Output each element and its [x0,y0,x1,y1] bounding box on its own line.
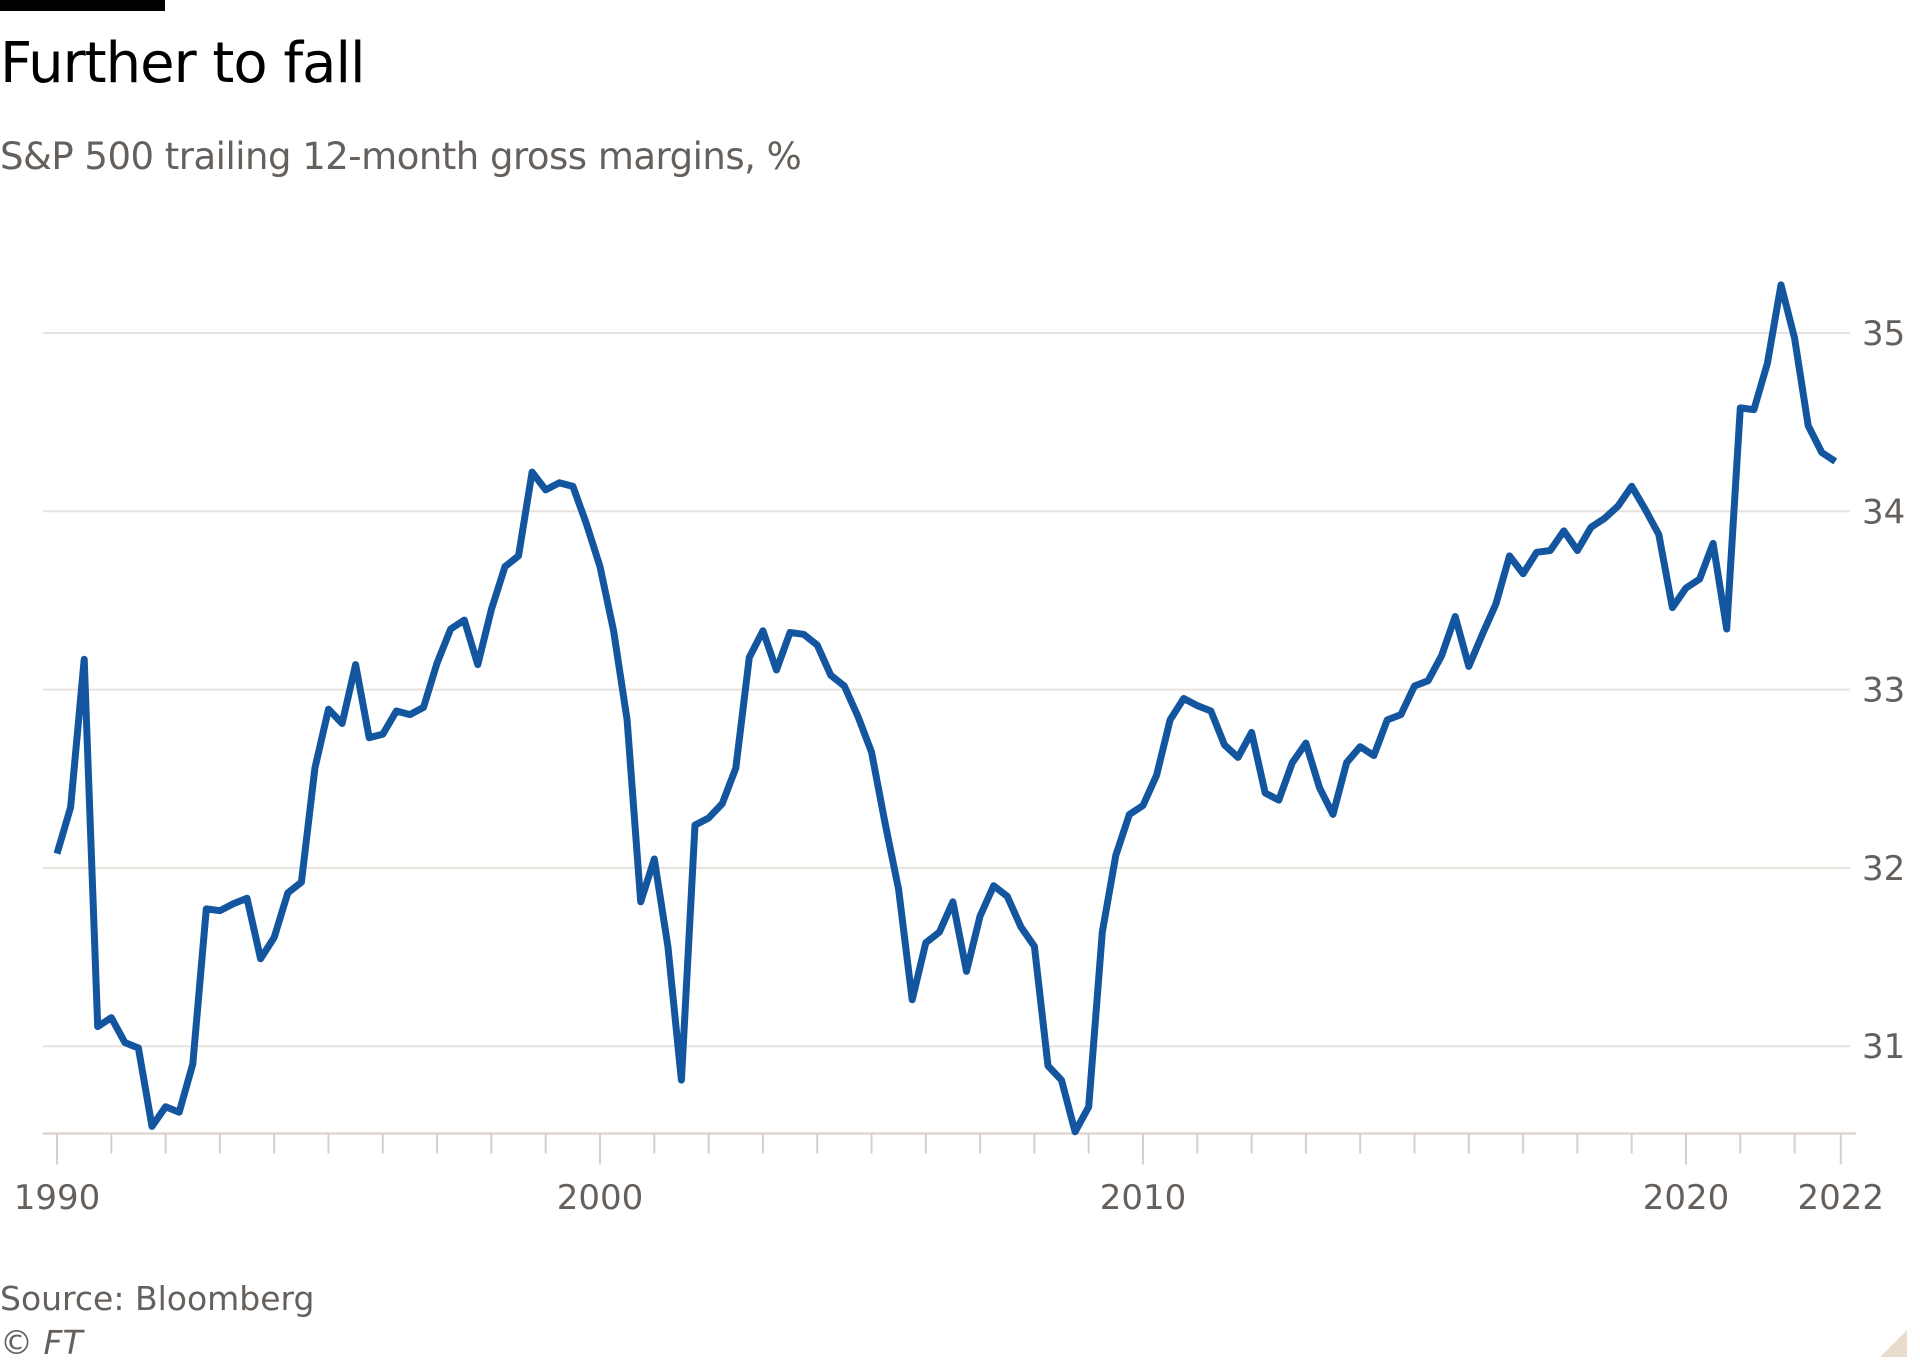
y-axis: 31 32 33 34 35 [1862,314,1905,1067]
x-tick-label: 2020 [1643,1178,1730,1218]
y-tick-label: 33 [1862,671,1905,711]
y-tick-label: 34 [1862,492,1905,532]
corner-fold-icon [1880,1330,1907,1357]
gridlines [43,332,1850,1048]
y-tick-label: 31 [1862,1027,1905,1067]
x-tick-label: 2022 [1797,1178,1884,1218]
series-group [53,281,1838,1136]
series-line-gross-margin [53,281,1838,1136]
source-note: Source: Bloomberg [0,1279,315,1318]
y-tick-label: 35 [1862,314,1905,354]
ft-header-bar [0,0,165,11]
x-axis: 1990 2000 2010 2020 2022 [14,1132,1884,1218]
x-tick-label: 2010 [1100,1178,1187,1218]
x-tick-label: 2000 [557,1178,644,1218]
chart-subtitle: S&P 500 trailing 12-month gross margins,… [0,135,802,178]
y-tick-label: 32 [1862,849,1905,889]
chart-title: Further to fall [0,31,366,96]
copyright-note: © FT [0,1323,83,1362]
x-tick-label: 1990 [14,1178,101,1218]
